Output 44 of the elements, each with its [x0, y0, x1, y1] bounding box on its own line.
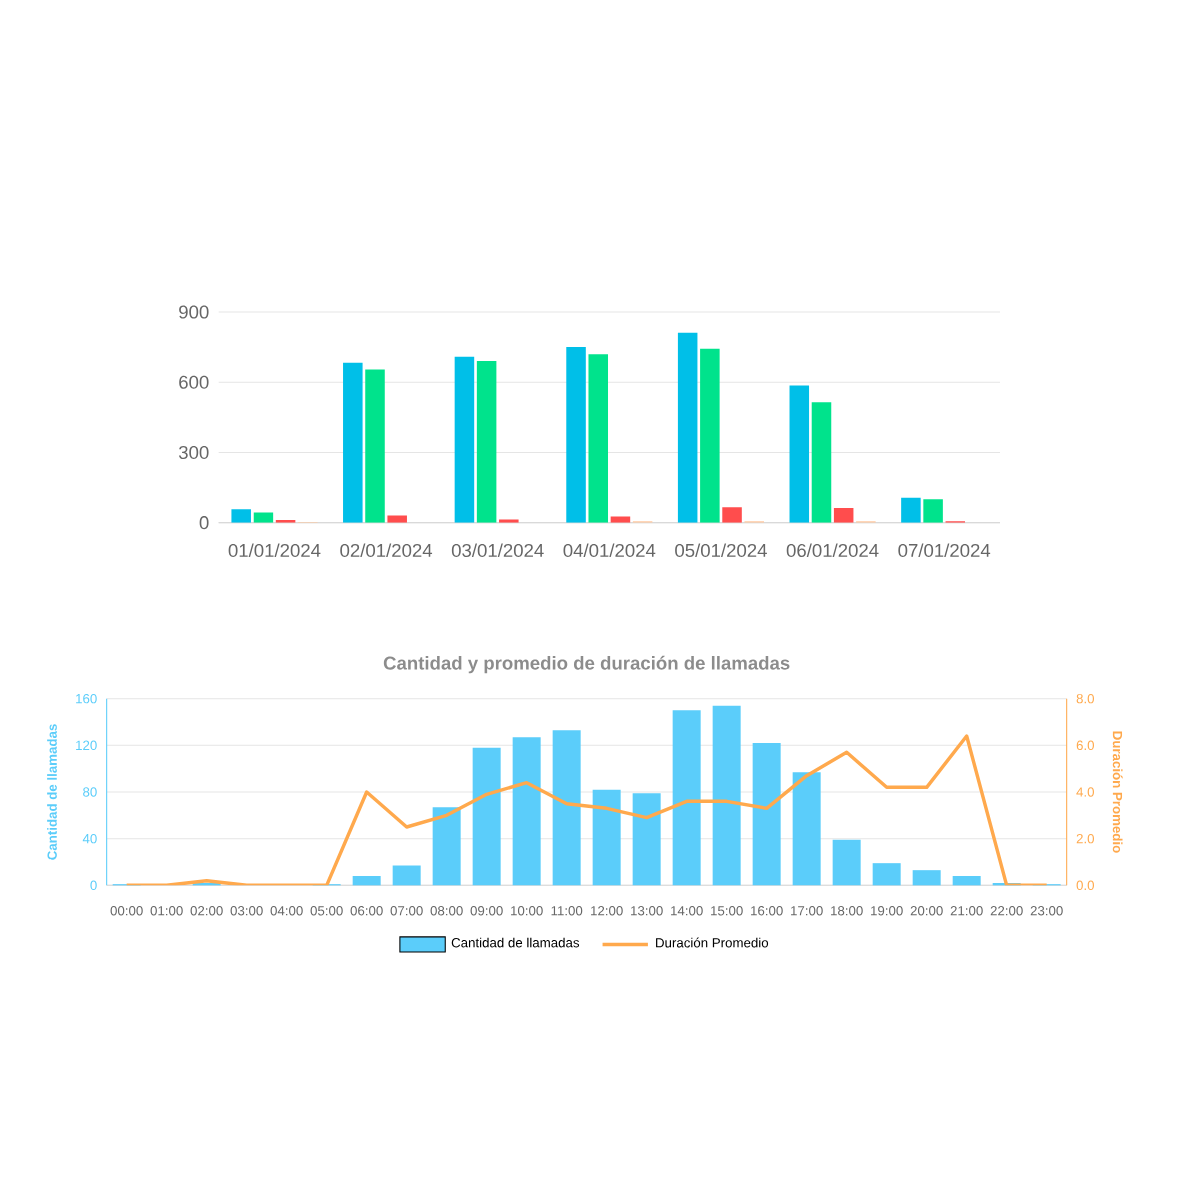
bar [632, 793, 661, 886]
bar [387, 515, 407, 523]
bar [592, 789, 621, 886]
bar [923, 499, 943, 523]
bar [365, 369, 385, 523]
bar [472, 747, 501, 886]
bar [901, 497, 921, 523]
x-tick-label: 03/01/2024 [451, 543, 544, 558]
bar [392, 865, 421, 886]
bar [722, 507, 742, 523]
x-tick-label: 06/01/2024 [786, 543, 879, 558]
bar [476, 360, 497, 523]
bar [811, 402, 832, 523]
bar [566, 346, 586, 523]
bar [512, 737, 541, 886]
x-tick-label: 04/01/2024 [563, 543, 656, 558]
chart-title: Cantidad y promedio de duración de llamadas [383, 655, 790, 674]
bar [952, 876, 981, 886]
x-tick-label: 05/01/2024 [675, 543, 767, 558]
bar [832, 839, 861, 886]
x-tick-label: 02/01/2024 [340, 543, 433, 558]
bar [792, 772, 821, 886]
x-tick-label: 01/01/2024 [228, 543, 321, 558]
bar [833, 507, 854, 523]
bar [352, 876, 381, 886]
bar [700, 348, 720, 523]
bar [552, 730, 581, 886]
y-tick-label: 0 [199, 516, 209, 530]
bar [343, 362, 363, 523]
bar [677, 332, 698, 523]
bar [454, 356, 475, 523]
bar [752, 743, 781, 886]
bar [712, 705, 741, 886]
bar [872, 863, 901, 886]
bar [231, 509, 251, 523]
bar [672, 710, 701, 886]
bar [912, 870, 941, 886]
bar [588, 354, 609, 523]
x-tick-label: 07/01/2024 [898, 543, 991, 558]
y-tick-label: 600 [179, 375, 209, 389]
bar [789, 385, 810, 523]
y-tick-label: 300 [178, 445, 209, 460]
bar [432, 807, 461, 886]
y-tick-label: 900 [179, 305, 209, 319]
